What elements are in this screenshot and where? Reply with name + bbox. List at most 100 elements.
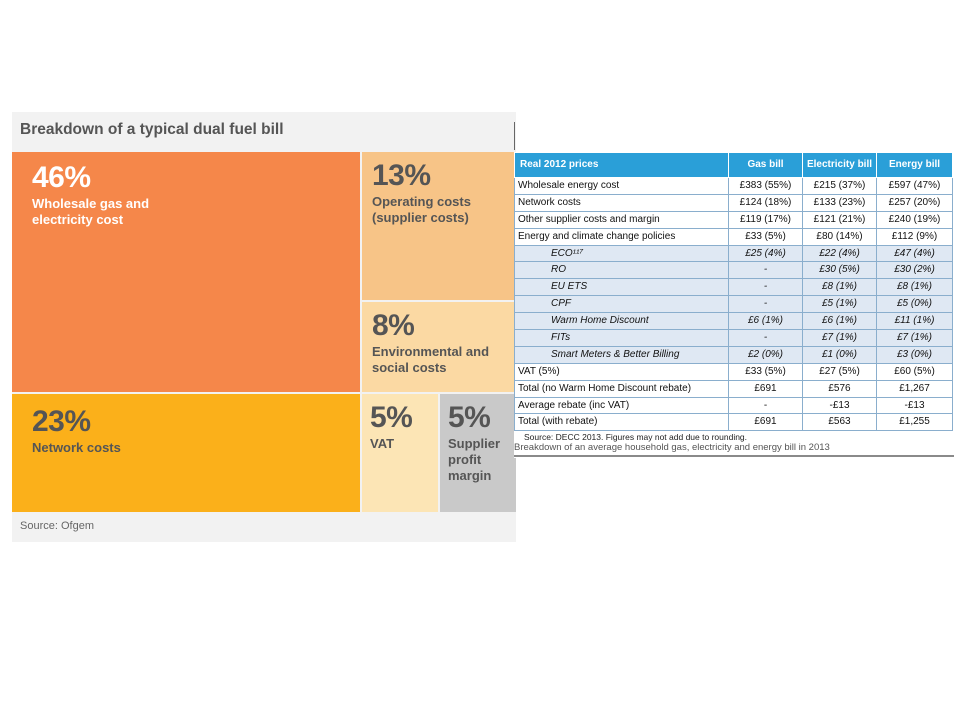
table-row: Warm Home Discount £6 (1%) £6 (1%) £11 (1%) <box>514 312 953 331</box>
table-row: CPF - £5 (1%) £5 (0%) <box>514 295 953 314</box>
caption-rule <box>514 455 954 457</box>
table-cell: - <box>728 396 803 415</box>
table-cell: £1,255 <box>876 413 953 432</box>
cost-table-panel: Real 2012 prices Gas bill Electricity bi… <box>514 152 954 458</box>
table-cell: £3 (0%) <box>876 345 953 364</box>
treemap-tile: 13% Operating costs (supplier costs) <box>362 152 516 300</box>
table-row: EU ETS - £8 (1%) £8 (1%) <box>514 278 953 297</box>
column-header: Electricity bill <box>802 152 877 178</box>
row-label: VAT (5%) <box>514 362 729 381</box>
tile-label: Operating costs (supplier costs) <box>372 194 471 225</box>
table-cell: £33 (5%) <box>728 362 803 381</box>
table-cell: £47 (4%) <box>876 244 953 263</box>
table-caption: Breakdown of an average household gas, e… <box>514 442 830 454</box>
table-cell: £11 (1%) <box>876 312 953 331</box>
table-cell: £80 (14%) <box>802 227 877 246</box>
treemap-tile: 8% Environmental and social costs <box>362 302 516 392</box>
table-cell: £25 (4%) <box>728 244 803 263</box>
table-cell: £22 (4%) <box>802 244 877 263</box>
table-cell: £8 (1%) <box>876 278 953 297</box>
table-cell: - <box>728 295 803 314</box>
row-label: Warm Home Discount <box>514 312 729 331</box>
tile-percentage: 23% <box>32 405 91 438</box>
row-label: CPF <box>514 295 729 314</box>
table-row: Total (no Warm Home Discount rebate) £691… <box>514 379 953 398</box>
table-cell: - <box>728 278 803 297</box>
table-cell: £33 (5%) <box>728 227 803 246</box>
treemap-tile: 5% VAT <box>362 394 438 512</box>
table-cell: £112 (9%) <box>876 227 953 246</box>
table-row: VAT (5%) £33 (5%) £27 (5%) £60 (5%) <box>514 362 953 381</box>
row-label: Wholesale energy cost <box>514 177 729 195</box>
row-label: RO <box>514 261 729 280</box>
table-cell: £8 (1%) <box>802 278 877 297</box>
table-cell: £5 (1%) <box>802 295 877 314</box>
column-header: Gas bill <box>728 152 803 178</box>
table-row: Total (with rebate) £691 £563 £1,255 <box>514 413 953 432</box>
tile-percentage: 8% <box>372 309 415 342</box>
table-body: Wholesale energy cost £383 (55%) £215 (37%… <box>514 177 953 432</box>
tile-label: Supplier profit margin <box>448 436 501 483</box>
table-row: Average rebate (inc VAT) - -£13 -£13 <box>514 396 953 415</box>
table-cell: - <box>728 329 803 347</box>
row-label: Other supplier costs and margin <box>514 210 729 229</box>
table-cell: £215 (37%) <box>802 177 877 195</box>
treemap-tile: 5% Supplier profit margin <box>440 394 516 512</box>
tile-percentage: 46% <box>32 161 91 194</box>
table-cell: £2 (0%) <box>728 345 803 364</box>
tile-label: VAT <box>370 436 395 451</box>
table-header-row: Real 2012 prices Gas bill Electricity bi… <box>514 152 953 178</box>
row-label: Energy and climate change policies <box>514 227 729 246</box>
table-cell: £60 (5%) <box>876 362 953 381</box>
table-cell: £7 (1%) <box>876 329 953 347</box>
table-cell: £119 (17%) <box>728 210 803 229</box>
chart-title: Breakdown of a typical dual fuel bill <box>20 121 284 138</box>
table-row: FITs - £7 (1%) £7 (1%) <box>514 329 953 347</box>
table-cell: £30 (2%) <box>876 261 953 280</box>
tile-percentage: 5% <box>448 401 491 434</box>
row-label: Smart Meters & Better Billing <box>514 345 729 364</box>
tile-label: Environmental and social costs <box>372 344 490 375</box>
table-row: Network costs £124 (18%) £133 (23%) £257 (2… <box>514 193 953 212</box>
cost-table: Real 2012 prices Gas bill Electricity bi… <box>514 152 953 432</box>
table-cell: £563 <box>802 413 877 432</box>
table-row: RO - £30 (5%) £30 (2%) <box>514 261 953 280</box>
row-label: Average rebate (inc VAT) <box>514 396 729 415</box>
table-cell: £121 (21%) <box>802 210 877 229</box>
table-cell: £1 (0%) <box>802 345 877 364</box>
tile-percentage: 5% <box>370 401 413 434</box>
treemap-tile: 46% Wholesale gas and electricity cost <box>12 152 360 392</box>
tile-percentage: 13% <box>372 159 431 192</box>
table-source: Source: DECC 2013. Figures may not add d… <box>524 432 748 443</box>
table-cell: £6 (1%) <box>802 312 877 331</box>
row-label: ECO¹¹⁷ <box>514 244 729 263</box>
panel-divider <box>514 122 515 150</box>
table-cell: £691 <box>728 413 803 432</box>
row-label: EU ETS <box>514 278 729 297</box>
table-cell: £30 (5%) <box>802 261 877 280</box>
table-cell: -£13 <box>876 396 953 415</box>
table-cell: £257 (20%) <box>876 193 953 212</box>
table-cell: £6 (1%) <box>728 312 803 331</box>
table-row: Energy and climate change policies £33 (5… <box>514 227 953 246</box>
table-cell: £5 (0%) <box>876 295 953 314</box>
row-label: Total (no Warm Home Discount rebate) <box>514 379 729 398</box>
table-cell: £7 (1%) <box>802 329 877 347</box>
row-label: FITs <box>514 329 729 347</box>
table-cell: £383 (55%) <box>728 177 803 195</box>
treemap-tile: 23% Network costs <box>12 394 360 512</box>
table-cell: -£13 <box>802 396 877 415</box>
table-cell: £1,267 <box>876 379 953 398</box>
table-row: Other supplier costs and margin £119 (17%… <box>514 210 953 229</box>
row-label: Network costs <box>514 193 729 212</box>
table-cell: £27 (5%) <box>802 362 877 381</box>
table-cell: - <box>728 261 803 280</box>
column-header: Energy bill <box>876 152 953 178</box>
table-cell: £691 <box>728 379 803 398</box>
treemap-chart: Breakdown of a typical dual fuel bill 46… <box>12 112 516 542</box>
table-cell: £124 (18%) <box>728 193 803 212</box>
chart-source: Source: Ofgem <box>20 520 94 532</box>
table-row: Wholesale energy cost £383 (55%) £215 (37%… <box>514 177 953 195</box>
table-row: Smart Meters & Better Billing £2 (0%) £1 (… <box>514 345 953 364</box>
table-cell: £133 (23%) <box>802 193 877 212</box>
